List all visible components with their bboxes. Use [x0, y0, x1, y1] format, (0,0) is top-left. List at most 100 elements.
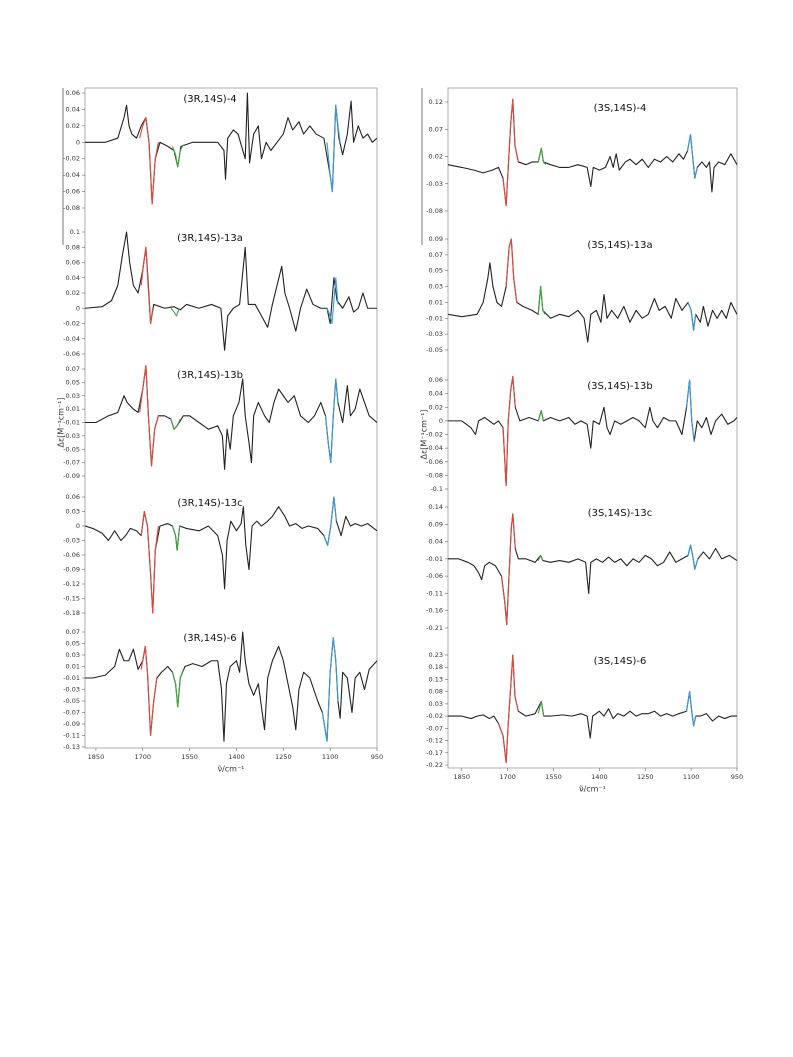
y-tick-label: 0.04: [429, 390, 443, 398]
y-tick-label: -0.01: [426, 314, 443, 322]
y-tick-label: -0.12: [426, 737, 443, 745]
y-tick-label: 0.06: [66, 89, 80, 97]
y-tick-label: 0.01: [66, 405, 80, 413]
y-tick-label: -0.04: [63, 335, 80, 343]
x-tick-label: 1700: [499, 773, 516, 781]
spectrum-line: [687, 302, 697, 331]
x-tick-label: 1400: [228, 753, 245, 761]
y-tick-label: 0.03: [429, 283, 443, 291]
panel-title: (3S,14S)-4: [594, 103, 647, 114]
spectrum-line: [139, 117, 159, 205]
y-tick-label: -0.04: [63, 171, 80, 179]
y-tick-label: -0.03: [63, 432, 80, 440]
spectrum-line: [140, 510, 159, 614]
x-axis-label: ν̃/cm⁻¹: [579, 785, 606, 794]
y-tick-label: -0.06: [63, 350, 80, 358]
y-tick-label: -0.12: [63, 580, 80, 588]
panel-title: (3S,14S)-6: [594, 656, 647, 667]
y-tick-label: -0.08: [63, 204, 80, 212]
y-tick-label: 0: [76, 138, 80, 146]
y-tick-label: -0.02: [63, 320, 80, 328]
spectrum-line: [447, 98, 738, 207]
y-tick-label: -0.11: [426, 589, 443, 597]
spectrum-line: [171, 525, 181, 551]
y-tick-label: -0.01: [63, 674, 80, 682]
spectrum-line: [685, 379, 695, 442]
y-tick-label: -0.04: [426, 444, 443, 452]
y-tick-label: 0.08: [66, 243, 80, 251]
spectrum-line: [140, 246, 154, 325]
x-tick-label: 1100: [322, 753, 339, 761]
spectrum-line: [84, 496, 378, 614]
plot-frame: [447, 87, 738, 769]
y-tick-label: 0.04: [66, 105, 80, 113]
y-tick-label: 0.02: [429, 403, 443, 411]
panel-title: (3R,14S)-13c: [177, 498, 242, 509]
y-tick-label: 0.09: [429, 235, 443, 243]
panel-title: (3R,14S)-6: [183, 633, 236, 644]
panel-title: (3S,14S)-13a: [587, 240, 652, 251]
y-tick-label: -0.09: [63, 566, 80, 574]
y-tick-label: 0: [76, 522, 80, 530]
spectrum-line: [686, 544, 699, 570]
x-tick-label: 1250: [275, 753, 292, 761]
y-tick-label: -0.05: [426, 346, 443, 354]
y-tick-label: -0.01: [426, 555, 443, 563]
x-tick-label: 1100: [683, 773, 700, 781]
y-tick-label: -0.11: [63, 732, 80, 740]
x-axis-label: ν̃/cm⁻¹: [218, 765, 245, 774]
y-tick-label: 0: [439, 417, 443, 425]
plot-frame: [84, 87, 378, 749]
y-tick-label: 0.03: [66, 651, 80, 659]
y-tick-label: 0.18: [429, 663, 443, 671]
spectrum-line: [170, 418, 181, 430]
y-tick-label: -0.01: [63, 419, 80, 427]
spectrum-line: [497, 654, 519, 764]
y-tick-label: -0.05: [63, 445, 80, 453]
y-tick-label: -0.08: [426, 207, 443, 215]
y-tick-label: 0.07: [429, 125, 443, 133]
spectrum-line: [502, 98, 519, 207]
y-tick-label: 0.05: [66, 640, 80, 648]
y-tick-label: -0.07: [63, 459, 80, 467]
y-tick-label: -0.09: [63, 720, 80, 728]
y-tick-label: 0.06: [429, 376, 443, 384]
spectrum-line: [323, 496, 337, 546]
spectrum-line: [505, 238, 518, 303]
y-tick-label: 0.06: [66, 259, 80, 267]
panel-title: (3R,14S)-4: [183, 94, 236, 105]
x-tick-label: 1250: [637, 773, 654, 781]
spectrum-line: [537, 700, 545, 717]
y-tick-label: -0.05: [63, 697, 80, 705]
x-tick-label: 950: [371, 753, 383, 761]
spectrum-line: [686, 134, 698, 179]
spectrum-line: [448, 513, 738, 626]
x-tick-label: 1400: [591, 773, 608, 781]
y-tick-label: 0.02: [66, 122, 80, 130]
y-tick-label: 0.04: [429, 538, 443, 546]
y-tick-label: 0.01: [66, 663, 80, 671]
y-tick-label: -0.22: [426, 761, 443, 769]
spectrum-line: [321, 637, 339, 742]
x-tick-label: 1700: [135, 753, 152, 761]
y-tick-label: -0.1: [430, 485, 443, 493]
spectrum-line: [326, 277, 339, 325]
y-tick-label: -0.03: [63, 686, 80, 694]
y-tick-label: -0.15: [63, 595, 80, 603]
y-tick-label: -0.13: [63, 743, 80, 751]
spectrum-line: [448, 376, 738, 487]
y-tick-label: 0.13: [429, 675, 443, 683]
y-tick-label: -0.03: [426, 180, 443, 188]
spectrum-line: [537, 147, 547, 166]
spectrum-line: [85, 92, 378, 205]
y-tick-label: 0.03: [429, 700, 443, 708]
y-tick-label: 0.09: [429, 520, 443, 528]
y-tick-label: -0.06: [63, 188, 80, 196]
spectrum-line: [326, 104, 341, 193]
spectrum-line: [537, 410, 544, 422]
y-tick-label: 0.02: [66, 289, 80, 297]
y-tick-label: -0.02: [426, 431, 443, 439]
spectrum-line: [170, 307, 180, 317]
spectrum-line: [140, 645, 158, 737]
y-tick-label: -0.07: [63, 709, 80, 717]
